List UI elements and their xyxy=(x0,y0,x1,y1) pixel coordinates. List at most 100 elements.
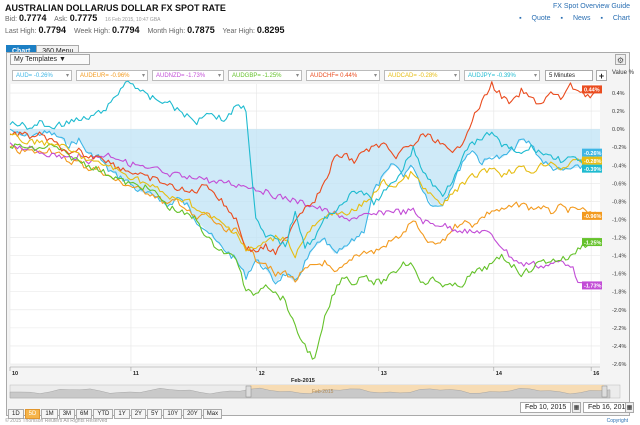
x-tick-label: 10 xyxy=(12,371,18,377)
x-tick-label: 12 xyxy=(259,371,265,377)
end-label-audchf: 0.44% xyxy=(584,88,600,94)
y-tick-label: -2.2% xyxy=(612,326,626,332)
series-line-audjpy xyxy=(9,80,601,249)
month-high-value: 0.7875 xyxy=(187,25,215,35)
range-button-max[interactable]: Max xyxy=(202,409,223,419)
week-high-value: 0.7794 xyxy=(111,25,140,35)
y-tick-label: -0.2% xyxy=(612,145,626,151)
bid-ask-row: Bid: 0.7774 Ask: 0.7775 16 Feb 2015, 10:… xyxy=(5,13,161,23)
y-tick-label: -0.6% xyxy=(612,181,626,187)
range-button-10y[interactable]: 10Y xyxy=(163,409,183,419)
close-icon[interactable]: ▾ xyxy=(453,73,457,79)
ask-value: 0.7775 xyxy=(69,13,98,23)
x-tick-label: 11 xyxy=(133,371,139,377)
news-link-label: News xyxy=(572,15,591,22)
end-label-audgbp: -1.25% xyxy=(584,240,602,246)
range-button-2y[interactable]: 2Y xyxy=(130,409,147,419)
ask-label: Ask: xyxy=(54,16,68,23)
chart-link-label: Chart xyxy=(612,15,630,22)
series-button-label: AUD= -0.26% xyxy=(16,73,53,79)
last-high-value: 0.7794 xyxy=(38,25,67,35)
series-button-aud[interactable]: AUD= -0.26% ▾ xyxy=(12,70,72,81)
range-buttons: 1D 5D 1M 3M 6M YTD 1Y 2Y 5Y 10Y 20Y Max xyxy=(8,402,223,420)
x-tick-label: 13 xyxy=(381,371,387,377)
series-line-audgbp xyxy=(9,143,601,360)
series-button-label: AUDJPY= -0.39% xyxy=(468,73,516,79)
quote-link-label: Quote xyxy=(531,15,551,22)
y-tick-label: -0.8% xyxy=(612,199,626,205)
series-button-label: AUDCHF= 0.44% xyxy=(310,73,358,79)
series-lines xyxy=(9,80,601,360)
close-icon[interactable]: ▾ xyxy=(65,73,69,79)
series-button-audchf[interactable]: AUDCHF= 0.44% ▾ xyxy=(306,70,380,81)
end-label-audnzd: -1.73% xyxy=(584,284,602,290)
series-button-label: AUDEUR= -0.96% xyxy=(80,73,130,79)
y-axis-labels: 0.4% 0.2% 0.0% -0.2% -0.4% -0.6% -0.8% -1.0% -1.… xyxy=(612,91,626,368)
highs-row: Last High: 0.7794 Week High: 0.7794 Mont… xyxy=(5,25,290,35)
range-button-1m[interactable]: 1M xyxy=(41,409,58,419)
calendar-icon[interactable]: ▦ xyxy=(625,402,634,413)
templates-dropdown[interactable]: My Templates ▼ xyxy=(10,54,90,65)
series-button-audeur[interactable]: AUDEUR= -0.96% ▾ xyxy=(76,70,148,81)
end-label-bg xyxy=(582,156,602,165)
year-high-value: 0.8295 xyxy=(256,25,285,35)
header-links: FX Spot Overview Guide ▪ Quote ▪ News ▪ … xyxy=(511,3,630,22)
end-label-bg xyxy=(582,85,602,94)
y-axis-title: Value % xyxy=(612,70,634,76)
series-button-audgbp[interactable]: AUDGBP= -1.25% ▾ xyxy=(228,70,302,81)
range-button-5d[interactable]: 5D xyxy=(24,409,41,419)
end-label-audeur: -0.96% xyxy=(584,214,602,220)
range-button-ytd[interactable]: YTD xyxy=(93,409,114,419)
range-button-3m[interactable]: 3M xyxy=(58,409,76,419)
series-button-label: AUDNZD= -1.73% xyxy=(156,73,206,79)
close-icon[interactable]: ▾ xyxy=(533,73,537,79)
news-link[interactable]: ▪ News xyxy=(560,15,591,22)
close-icon[interactable]: ▾ xyxy=(295,73,299,79)
close-icon[interactable]: ▾ xyxy=(217,73,221,79)
series-button-label: AUDCAD= -0.28% xyxy=(388,73,438,79)
range-button-1y[interactable]: 1Y xyxy=(114,409,130,419)
y-tick-label: -1.0% xyxy=(612,217,626,223)
series-button-audnzd[interactable]: AUDNZD= -1.73% ▾ xyxy=(152,70,224,81)
range-button-1d[interactable]: 1D xyxy=(8,409,24,419)
range-button-20y[interactable]: 20Y xyxy=(183,409,202,419)
series-line-audnzd xyxy=(9,142,601,289)
y-tick-label: -1.8% xyxy=(612,290,626,296)
overview-guide-link[interactable]: FX Spot Overview Guide xyxy=(552,3,630,10)
end-label-bg xyxy=(582,238,602,247)
interval-select[interactable]: 5 Minutes xyxy=(545,70,593,81)
y-tick-label: -2.0% xyxy=(612,308,626,314)
range-button-6m[interactable]: 6M xyxy=(76,409,93,419)
date-from-input[interactable]: Feb 10, 2015 xyxy=(520,402,572,413)
bid-label: Bid: xyxy=(5,16,18,23)
copyright-link[interactable]: Copyright xyxy=(606,418,628,424)
y-tick-label: -1.4% xyxy=(612,254,626,260)
navigator-sparkline xyxy=(9,387,611,399)
quote-timestamp: 16 Feb 2015, 10:47 GBA xyxy=(105,17,161,23)
add-series-button[interactable]: + xyxy=(596,70,607,81)
quote-link[interactable]: ▪ Quote xyxy=(519,15,551,22)
y-tick-label: -0.4% xyxy=(612,163,626,169)
chart-link[interactable]: ▪ Chart xyxy=(600,15,630,22)
y-tick-label: -2.4% xyxy=(612,344,626,350)
end-label-bg xyxy=(582,281,602,290)
close-icon[interactable]: ▾ xyxy=(373,73,377,79)
y-tick-label: 0.2% xyxy=(612,109,625,115)
series-button-label: AUDGBP= -1.25% xyxy=(232,73,282,79)
close-icon[interactable]: ▾ xyxy=(141,73,145,79)
navigator-right-handle[interactable] xyxy=(601,385,608,398)
navigator[interactable]: Feb-2015 xyxy=(9,384,621,399)
series-button-audjpy[interactable]: AUDJPY= -0.39% ▾ xyxy=(464,70,540,81)
range-button-5y[interactable]: 5Y xyxy=(147,409,163,419)
footer-copy: © 2015 Thomson Reuters All Rights Reserv… xyxy=(5,418,108,424)
navigator-left-handle[interactable] xyxy=(245,385,252,398)
settings-gear-icon[interactable]: ⚙ xyxy=(615,54,626,65)
aud-area-fill xyxy=(10,129,600,283)
calendar-icon[interactable]: ▦ xyxy=(572,402,581,413)
last-high-label: Last High: xyxy=(5,28,37,35)
page-title: AUSTRALIAN DOLLAR/US DOLLAR FX SPOT RATE xyxy=(5,3,226,13)
series-line-aud xyxy=(9,128,601,285)
series-button-audcad[interactable]: AUDCAD= -0.28% ▾ xyxy=(384,70,460,81)
x-axis: 10 11 12 13 14 16 Feb-2015 xyxy=(9,366,600,384)
